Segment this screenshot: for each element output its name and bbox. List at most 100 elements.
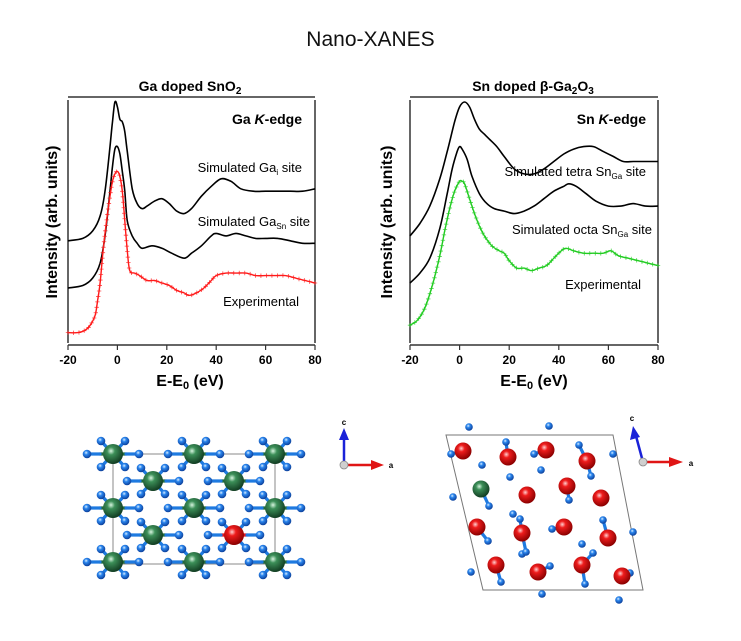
data-point-marker: [506, 257, 511, 263]
data-point-marker: [623, 255, 629, 260]
data-point-marker: [220, 271, 226, 276]
data-point-marker: [412, 320, 417, 325]
oxygen-atom: [485, 502, 493, 510]
ga-atom: [468, 518, 486, 536]
data-point-marker: [561, 247, 566, 252]
data-point-marker: [524, 266, 530, 272]
data-point-marker: [124, 243, 130, 249]
x-tick-label: -20: [59, 353, 77, 367]
data-point-marker: [194, 290, 199, 295]
series-group: [65, 100, 318, 335]
c-axis-arrow-shaft: [634, 435, 645, 463]
data-point-marker: [76, 330, 82, 335]
data-point-marker: [430, 280, 436, 286]
data-point-marker: [100, 255, 105, 261]
data-point-marker: [154, 278, 159, 284]
chart-title: Ga doped SnO2: [139, 78, 242, 97]
oxygen-atom: [465, 423, 473, 431]
x-axis-label-main: E-E: [156, 373, 183, 390]
data-point-marker: [118, 178, 123, 183]
data-point-marker: [446, 211, 451, 216]
dopant-ga-atom: [224, 525, 244, 545]
data-point-marker: [258, 273, 264, 278]
data-point-marker: [207, 280, 212, 285]
oxygen-atom: [96, 570, 106, 580]
series-line-0: [67, 100, 316, 242]
data-point-marker: [466, 194, 472, 200]
data-point-marker: [103, 228, 108, 234]
series-label-sub: i: [276, 168, 278, 177]
data-point-marker: [530, 268, 535, 273]
data-point-marker: [639, 259, 645, 264]
data-point-marker: [124, 238, 129, 243]
data-point-marker: [96, 288, 102, 294]
oxygen-atom: [122, 476, 132, 486]
oxygen-atom: [599, 516, 607, 524]
data-point-marker: [120, 189, 125, 194]
oxygen-atom: [201, 544, 211, 554]
series-label-0: Simulated Gai site: [198, 160, 302, 177]
oxygen-atom: [136, 463, 146, 473]
oxygen-atom: [258, 516, 268, 526]
data-point-marker: [645, 260, 650, 266]
edge-label-italic: K: [255, 111, 266, 127]
oxygen-atom: [96, 490, 106, 500]
oxygen-atom: [120, 544, 130, 554]
data-point-marker: [122, 216, 127, 221]
data-point-marker: [100, 250, 106, 255]
oxygen-atom: [203, 530, 213, 540]
data-point-marker: [434, 264, 440, 270]
origin-sphere: [339, 460, 349, 470]
series-label-1: Simulated octa SnGa site: [512, 222, 652, 239]
y-axis-label: Intensity (arb. units): [44, 146, 61, 299]
series-line-2: [409, 179, 659, 326]
c-axis-arrowhead: [630, 426, 640, 440]
data-point-marker: [650, 262, 655, 267]
structure-sno2: [82, 436, 306, 580]
oxygen-atom: [120, 462, 130, 472]
oxygen-atom: [136, 517, 146, 527]
chart-title-sub: 2: [236, 86, 242, 97]
ga-atom: [613, 567, 631, 585]
oxygen-atom: [589, 549, 597, 557]
data-point-marker: [102, 234, 107, 239]
oxygen-atom: [484, 537, 492, 545]
oxygen-atom: [258, 462, 268, 472]
data-point-marker: [291, 275, 296, 280]
data-point-marker: [441, 232, 447, 238]
data-point-marker: [549, 258, 554, 263]
x-axis-label-sub: 0: [527, 380, 533, 392]
oxygen-atom: [177, 436, 187, 446]
oxygen-atom: [282, 570, 292, 580]
a-axis-arrowhead: [669, 457, 683, 467]
series-label-suffix: site: [278, 160, 302, 175]
series-group: [407, 101, 661, 328]
data-point-marker: [123, 227, 128, 232]
c-axis-label: c: [342, 418, 347, 427]
data-point-marker: [473, 215, 479, 221]
data-point-marker: [424, 301, 429, 307]
data-point-marker: [443, 221, 449, 227]
data-point-marker: [655, 263, 661, 268]
data-point-marker: [427, 291, 433, 296]
data-point-marker: [86, 325, 91, 330]
data-point-marker: [436, 259, 441, 265]
data-point-marker: [465, 189, 470, 195]
data-point-marker: [618, 254, 623, 259]
data-point-marker: [302, 278, 307, 283]
data-point-marker: [490, 244, 495, 249]
data-point-marker: [95, 299, 100, 305]
x-ticks: -20 0 20 40 60 80: [401, 345, 665, 367]
data-point-marker: [107, 195, 112, 201]
atoms: [82, 436, 306, 580]
data-point-marker: [629, 256, 634, 262]
data-point-marker: [438, 248, 443, 254]
series-label-sub: Ga: [611, 172, 622, 181]
chart-title-main: Ga doped SnO: [139, 78, 236, 94]
data-point-marker: [179, 289, 184, 295]
x-tick-label: 0: [456, 353, 463, 367]
series-line-1: [67, 145, 316, 289]
x-axis-label-sub: 0: [183, 380, 189, 392]
oxygen-atom: [177, 516, 187, 526]
data-point-marker: [519, 265, 524, 271]
